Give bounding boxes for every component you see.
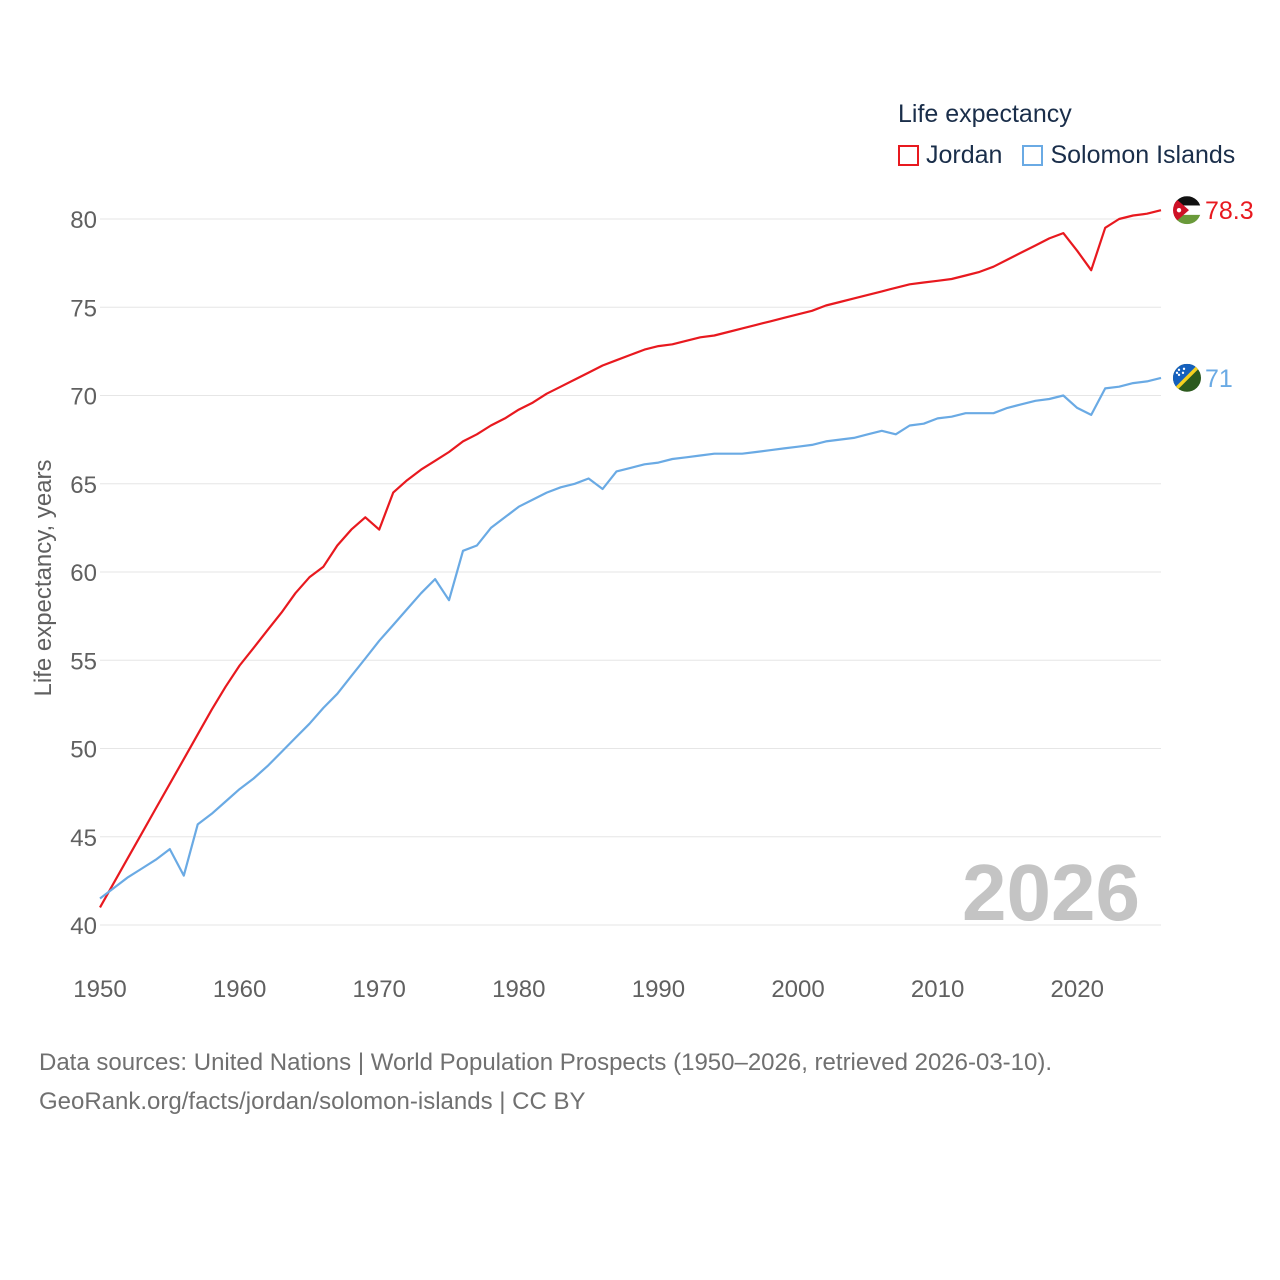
source-line-1: Data sources: United Nations | World Pop… [39,1049,1053,1076]
y-tick-label: 80 [70,207,97,234]
x-tick-label: 2010 [911,976,964,1003]
y-tick-label: 70 [70,384,97,411]
line-chart: 40 45 50 55 60 65 70 75 80 1950 1960 1970 1980 1990 20… [30,196,1254,1003]
legend-label-jordan: Jordan [926,141,1003,169]
legend-item-solomon-islands[interactable]: Solomon Islands [1022,141,1235,170]
x-tick-label: 1970 [353,976,406,1003]
flag-solomon-islands-icon [1173,363,1201,392]
source-line-2[interactable]: GeoRank.org/facts/jordan/solomon-islands… [39,1088,586,1115]
y-tick-label: 60 [70,560,97,587]
series-line-jordan[interactable] [99,209,1162,908]
y-tick-label: 45 [70,825,97,852]
year-label: 2026 [962,848,1140,937]
x-tick-label: 1980 [492,976,545,1003]
legend-label-solomon-islands: Solomon Islands [1050,141,1236,169]
y-tick-label: 55 [70,648,97,675]
y-tick-label: 65 [70,472,97,499]
y-tick-label: 50 [70,737,97,764]
legend-swatch-jordan [898,145,919,166]
series-line-solomon-islands[interactable] [99,376,1162,900]
source-note: Data sources: United Nations | World Pop… [39,1043,1052,1121]
end-value-label-jordan: 78.3 [1205,197,1254,225]
legend-title: Life expectancy [898,100,1072,128]
x-tick-label: 2000 [771,976,824,1003]
flag-jordan-icon [1173,196,1201,225]
x-tick-label: 1960 [213,976,266,1003]
legend-item-jordan[interactable]: Jordan [898,141,1002,170]
x-tick-label: 1950 [73,976,126,1003]
x-tick-label: 1990 [632,976,685,1003]
y-tick-label: 75 [70,295,97,322]
end-value-label-solomon-islands: 71 [1205,365,1233,393]
legend: Jordan Solomon Islands [898,141,1235,170]
y-tick-label: 40 [70,913,97,940]
x-tick-label: 2020 [1051,976,1104,1003]
y-axis-label: Life expectancy, years [30,459,57,696]
legend-swatch-solomon-islands [1022,145,1044,166]
